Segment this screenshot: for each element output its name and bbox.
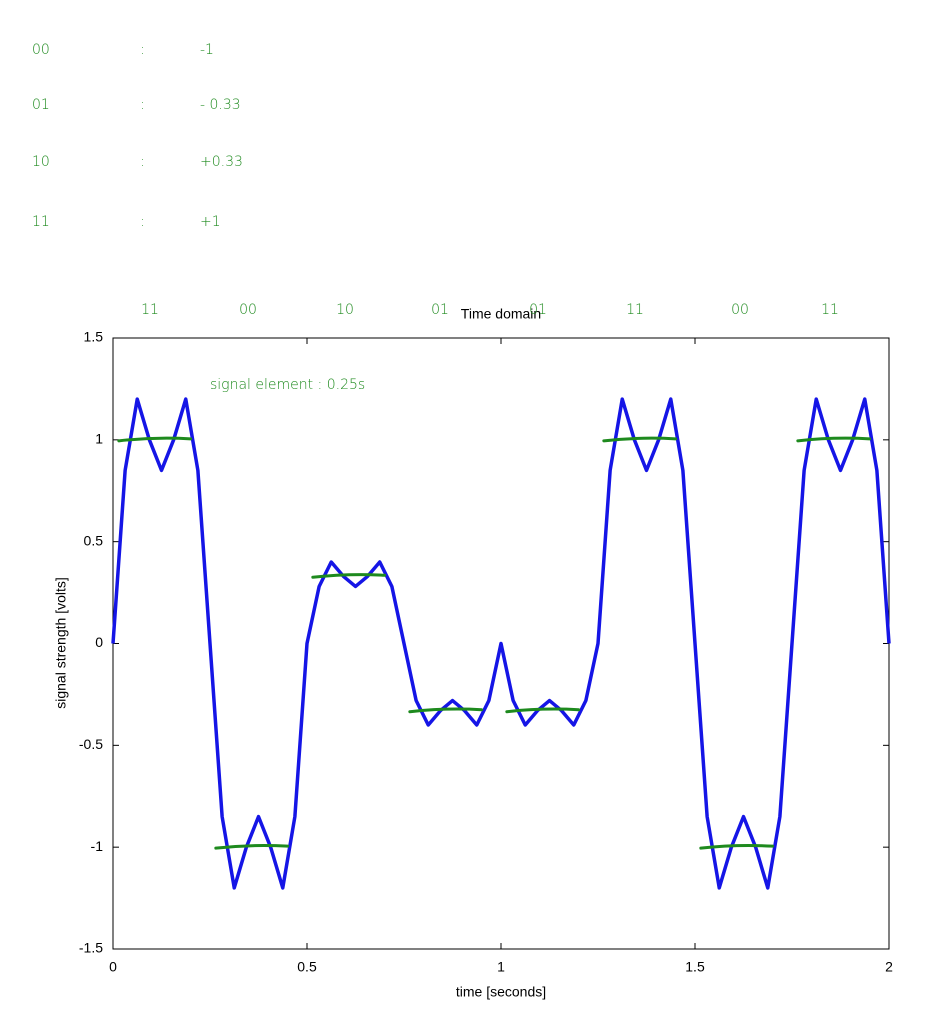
x-tick-label: 1 <box>497 959 505 975</box>
signal-element-note: signal element : 0.25s <box>210 377 365 393</box>
code-sep: : <box>140 154 145 170</box>
level-stroke <box>699 844 775 850</box>
x-tick-label: 1.5 <box>685 959 705 975</box>
code-value: +1 <box>200 214 221 230</box>
bit-label: 10 <box>336 302 354 318</box>
level-stroke <box>602 436 678 443</box>
level-stroke <box>214 844 290 850</box>
x-axis-label: time [seconds] <box>456 984 546 1000</box>
code-value: -1 <box>200 42 214 58</box>
code-bits: 00 <box>32 42 50 58</box>
bit-label: 00 <box>239 302 257 318</box>
code-sep: : <box>140 42 145 58</box>
y-tick-label: -1 <box>91 838 104 854</box>
bit-label: 00 <box>731 302 749 318</box>
bit-label: 01 <box>431 302 449 318</box>
x-tick-label: 2 <box>885 959 893 975</box>
y-tick-label: -1.5 <box>79 940 103 956</box>
code-value: - 0.33 <box>200 97 241 113</box>
code-sep: : <box>140 97 145 113</box>
code-bits: 01 <box>32 97 50 113</box>
level-stroke <box>408 707 484 714</box>
y-tick-label: 1 <box>95 431 103 447</box>
code-value: +0.33 <box>200 154 243 170</box>
level-stroke <box>505 707 581 714</box>
y-axis-label: signal strength [volts] <box>53 577 69 709</box>
y-tick-label: 0 <box>95 634 103 650</box>
level-stroke <box>117 436 193 443</box>
bit-label: 01 <box>529 302 547 318</box>
chart-title: Time domain <box>461 306 541 322</box>
code-sep: : <box>140 214 145 230</box>
x-tick-label: 0.5 <box>297 959 317 975</box>
bit-label: 11 <box>821 302 839 318</box>
y-tick-label: 1.5 <box>84 329 104 345</box>
code-bits: 11 <box>32 214 50 230</box>
y-tick-label: 0.5 <box>84 532 104 548</box>
x-tick-label: 0 <box>109 959 117 975</box>
level-stroke <box>796 436 872 443</box>
code-bits: 10 <box>32 154 50 170</box>
signal-line <box>111 397 891 890</box>
bit-label: 11 <box>626 302 644 318</box>
level-stroke <box>311 573 387 579</box>
bit-label: 11 <box>141 302 159 318</box>
y-tick-label: -0.5 <box>79 736 103 752</box>
